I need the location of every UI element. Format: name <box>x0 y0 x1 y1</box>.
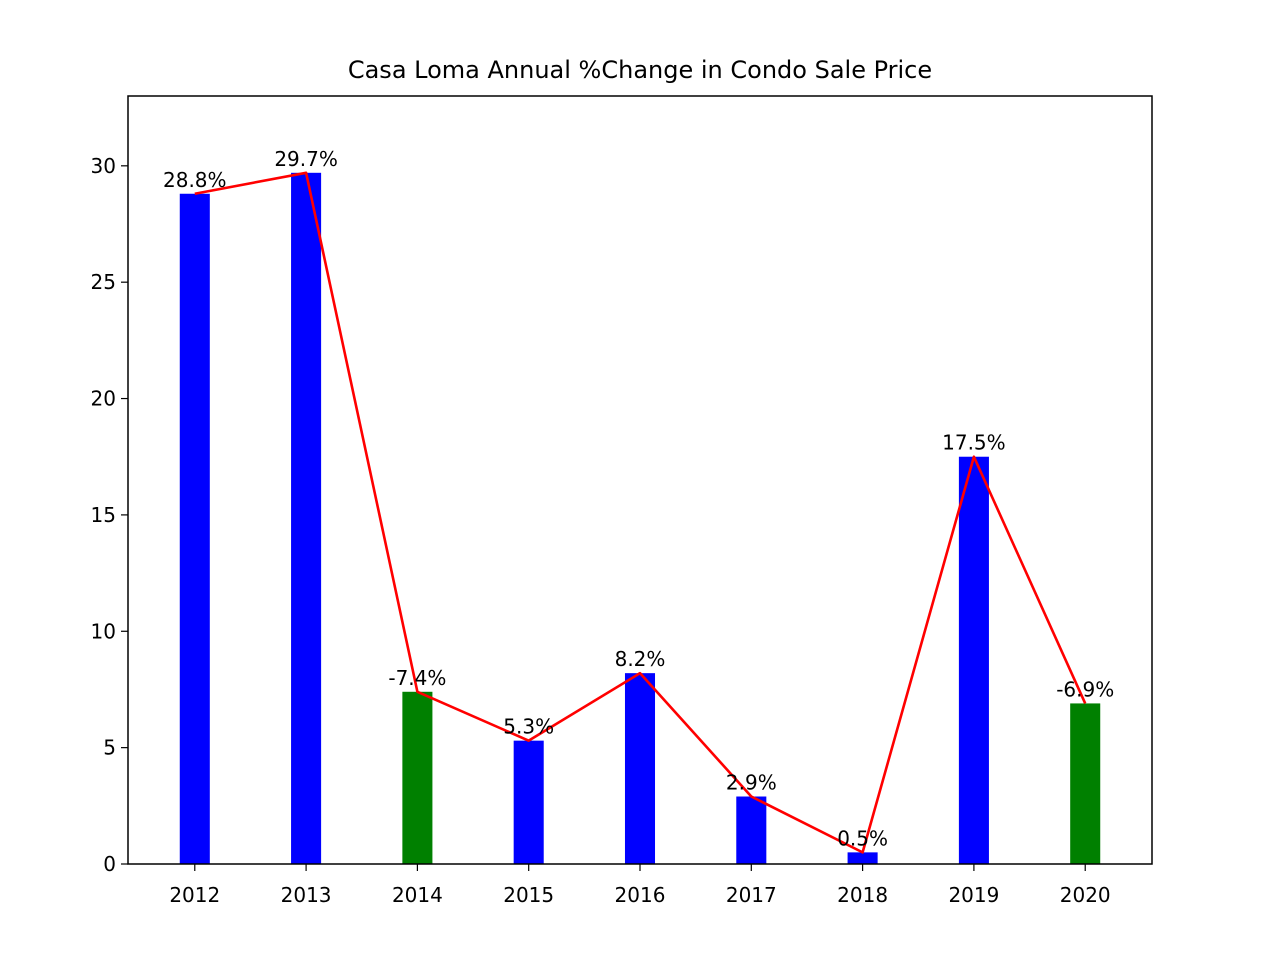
data-labels-layer: 28.8% 29.7% -7.4% 5.3% 8.2% 2.9% 0.5% 17.5% -6.9… <box>163 147 1114 851</box>
x-axis: 2012 2013 2014 2015 2016 2017 2018 2019 2020 <box>169 864 1111 907</box>
data-label-2019: 17.5% <box>942 431 1006 455</box>
data-label-2013: 29.7% <box>274 147 338 171</box>
bar-2013 <box>291 172 322 865</box>
bar-2015 <box>513 740 544 864</box>
bar-2012 <box>179 193 210 864</box>
bars-layer <box>179 172 1101 865</box>
x-tick-label-2017: 2017 <box>726 883 777 907</box>
bar-2016 <box>624 673 656 864</box>
data-label-2012: 28.8% <box>163 168 227 192</box>
x-tick-label-2020: 2020 <box>1060 883 1111 907</box>
data-label-2015: 5.3% <box>503 715 554 739</box>
y-tick-label-0: 0 <box>103 852 116 876</box>
data-label-2016: 8.2% <box>615 647 666 671</box>
bar-2017 <box>736 796 767 864</box>
data-label-2020: -6.9% <box>1056 677 1114 701</box>
x-tick-label-2013: 2013 <box>281 883 332 907</box>
y-tick-label-20: 20 <box>91 387 116 411</box>
x-tick-label-2016: 2016 <box>615 883 666 907</box>
bar-2014 <box>402 691 433 864</box>
chart-title: Casa Loma Annual %Change in Condo Sale P… <box>348 56 932 84</box>
y-tick-label-15: 15 <box>91 503 116 527</box>
bar-2019 <box>958 456 989 864</box>
x-tick-label-2015: 2015 <box>503 883 554 907</box>
y-tick-label-30: 30 <box>91 154 116 178</box>
trend-line <box>194 171 1087 854</box>
bar-2020 <box>1070 703 1101 864</box>
y-tick-label-25: 25 <box>91 270 116 294</box>
data-label-2018: 0.5% <box>837 826 888 850</box>
y-tick-label-10: 10 <box>91 619 116 643</box>
data-label-2017: 2.9% <box>726 771 777 795</box>
trend-line-layer <box>194 171 1087 854</box>
x-tick-label-2019: 2019 <box>948 883 999 907</box>
x-tick-label-2014: 2014 <box>392 883 443 907</box>
y-tick-label-5: 5 <box>103 736 116 760</box>
bar-2018 <box>847 852 878 864</box>
y-axis: 0 5 10 15 20 25 30 <box>91 154 128 876</box>
data-label-2014: -7.4% <box>388 666 446 690</box>
x-tick-label-2018: 2018 <box>837 883 888 907</box>
x-tick-label-2012: 2012 <box>169 883 220 907</box>
